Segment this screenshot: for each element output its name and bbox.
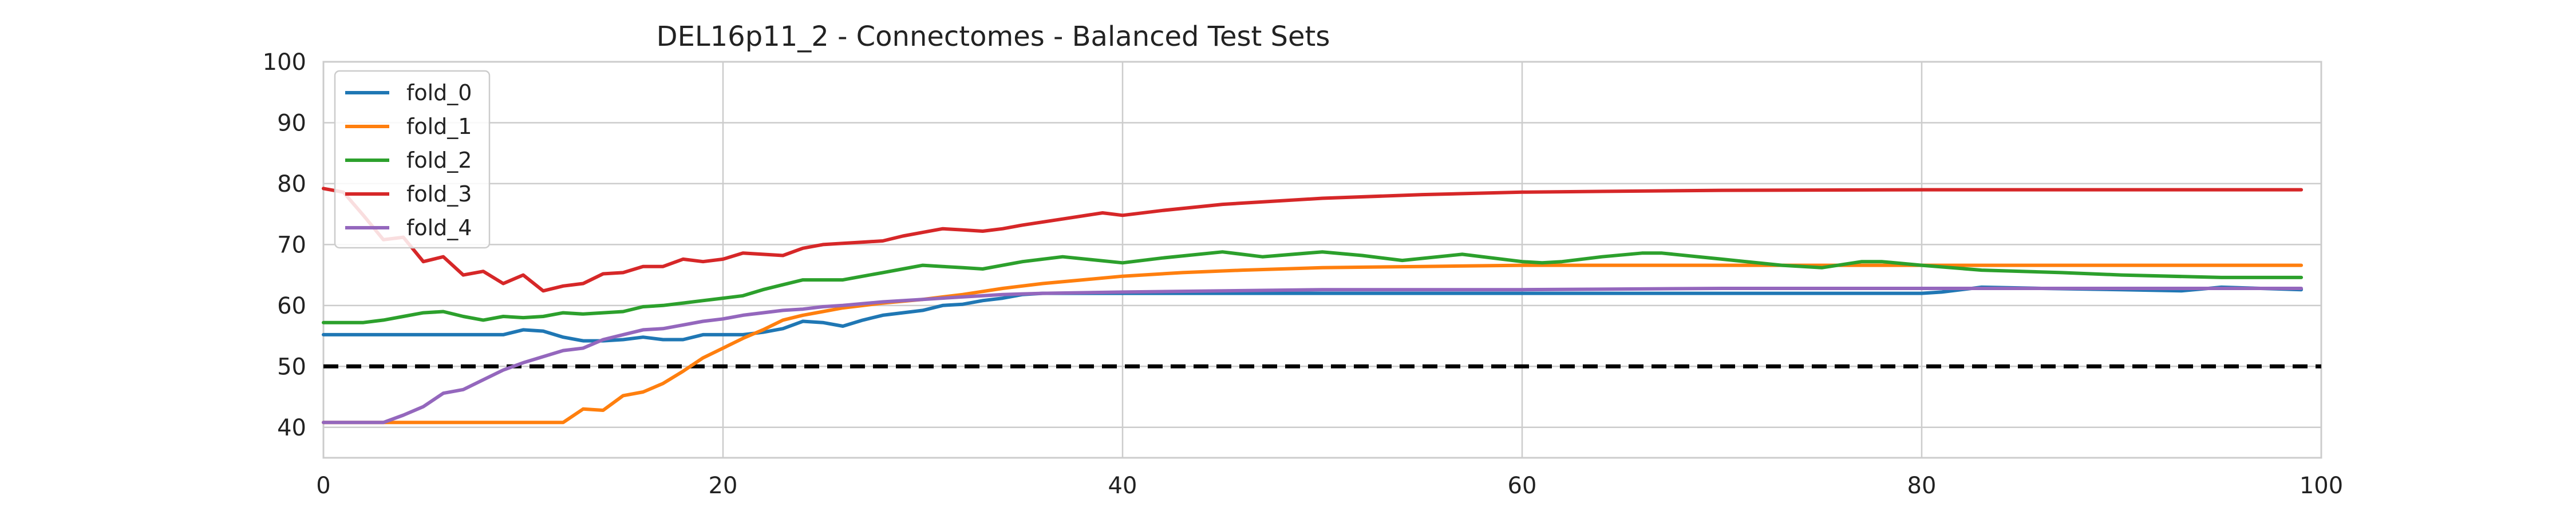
y-tick-label: 50 (277, 354, 306, 380)
series-line-fold_1 (322, 263, 2304, 425)
tick-labels: 0 20 40 60 80 100 40 50 60 70 80 90 100 (263, 49, 2344, 499)
series-line-fold_4 (322, 287, 2304, 425)
x-tick-label: 80 (1907, 473, 1937, 499)
x-tick-label: 0 (316, 473, 330, 499)
x-tick-label: 100 (2300, 473, 2343, 499)
y-tick-label: 90 (277, 110, 306, 136)
legend-label: fold_0 (406, 80, 472, 105)
legend-box (334, 70, 491, 249)
legend: fold_0 fold_1 fold_2 fold_3 fold_4 (334, 70, 491, 249)
y-tick-label: 100 (263, 49, 306, 76)
x-tick-label: 60 (1508, 473, 1537, 499)
legend-label: fold_4 (406, 215, 472, 240)
series-line-fold_3 (322, 187, 2304, 293)
y-tick-label: 60 (277, 293, 306, 319)
x-tick-label: 40 (1108, 473, 1137, 499)
x-tick-label: 20 (709, 473, 738, 499)
plot-area-frame (322, 61, 2322, 459)
series-line-fold_2 (322, 250, 2304, 324)
y-tick-label: 70 (277, 232, 306, 258)
series-group (322, 187, 2304, 425)
y-tick-label: 40 (277, 415, 306, 441)
legend-label: fold_3 (406, 181, 472, 207)
legend-label: fold_1 (406, 114, 472, 139)
chart-title: DEL16p11_2 - Connectomes - Balanced Test… (657, 21, 1330, 53)
y-tick-label: 80 (277, 171, 306, 197)
legend-label: fold_2 (406, 148, 472, 173)
